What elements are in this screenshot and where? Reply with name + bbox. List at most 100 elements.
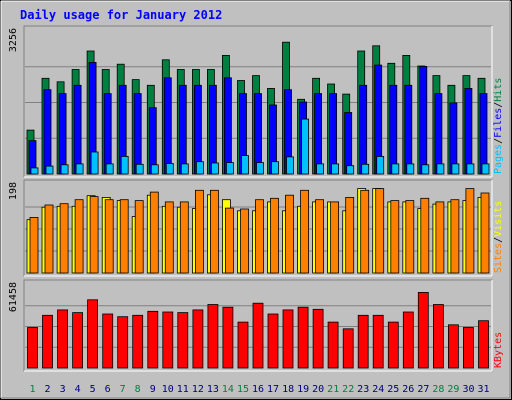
bar-hits-pages-day-19 — [301, 118, 310, 175]
chart-panels: 3256Pages/Files/Hits198Sites/Visits61458… — [8, 25, 504, 372]
bar-visits-sites-day-14 — [224, 207, 234, 274]
day-label-8: 8 — [135, 384, 141, 395]
bar-visits-sites-day-26 — [405, 200, 415, 274]
day-label-18: 18 — [282, 384, 294, 395]
bar-visits-sites-day-6 — [104, 199, 114, 274]
bar-hits-files-day-3 — [58, 93, 67, 175]
day-label-7: 7 — [120, 384, 126, 395]
bar-visits-sites-day-3 — [59, 203, 69, 274]
panel-max-label-hits: 3256 — [8, 28, 19, 52]
bar-hits-pages-day-2 — [45, 165, 54, 175]
bar-hits-pages-day-31 — [481, 163, 490, 175]
bar-hits-pages-day-30 — [466, 163, 475, 175]
bar-hits-pages-day-11 — [180, 163, 189, 175]
bar-hits-files-day-6 — [103, 93, 112, 175]
bar-kbytes-kbytes-day-28 — [432, 304, 444, 369]
bar-visits-sites-day-22 — [345, 196, 355, 274]
bar-hits-files-day-16 — [254, 93, 262, 175]
legend-hits-2: Files — [493, 108, 504, 138]
bar-hits-files-day-11 — [178, 84, 187, 175]
bar-visits-sites-day-10 — [164, 201, 174, 274]
bar-kbytes-kbytes-day-13 — [207, 304, 219, 369]
day-label-12: 12 — [192, 384, 204, 395]
day-label-4: 4 — [75, 384, 81, 395]
day-label-10: 10 — [162, 384, 174, 395]
bar-kbytes-kbytes-day-24 — [372, 314, 384, 369]
bar-hits-files-day-21 — [329, 93, 338, 175]
legend-hits-3: / — [493, 102, 504, 108]
bar-kbytes-kbytes-day-7 — [117, 316, 129, 369]
panel-max-label-visits: 198 — [8, 182, 19, 200]
bar-visits-sites-day-17 — [270, 197, 279, 274]
day-label-24: 24 — [372, 384, 384, 395]
day-label-26: 26 — [402, 384, 414, 395]
bar-kbytes-kbytes-day-6 — [102, 313, 114, 369]
day-label-15: 15 — [237, 384, 249, 395]
day-label-28: 28 — [432, 384, 444, 395]
day-label-17: 17 — [267, 384, 279, 395]
bar-visits-sites-day-28 — [435, 201, 445, 274]
day-label-31: 31 — [477, 384, 489, 395]
bar-hits-pages-day-13 — [210, 162, 219, 175]
day-label-9: 9 — [150, 384, 156, 395]
bar-hits-pages-day-6 — [105, 163, 114, 175]
bar-visits-sites-day-21 — [330, 201, 340, 274]
bar-hits-files-day-13 — [208, 84, 217, 175]
day-label-29: 29 — [447, 384, 459, 395]
legend-visits-0: Sites — [493, 243, 504, 273]
bar-hits-files-day-27 — [419, 66, 428, 175]
bar-kbytes-kbytes-day-14 — [222, 306, 234, 369]
bar-visits-sites-day-24 — [375, 188, 385, 274]
day-label-3: 3 — [60, 384, 66, 395]
day-label-22: 22 — [342, 384, 354, 395]
bar-visits-sites-day-15 — [240, 208, 249, 274]
bar-kbytes-kbytes-day-18 — [282, 309, 294, 369]
bar-kbytes-kbytes-day-5 — [87, 299, 98, 369]
bar-hits-pages-day-24 — [376, 155, 385, 175]
bar-hits-pages-day-4 — [75, 163, 84, 175]
bar-hits-files-day-22 — [344, 112, 353, 175]
bar-hits-pages-day-17 — [271, 161, 279, 175]
day-label-14: 14 — [222, 384, 234, 395]
legend-visits-1: / — [493, 237, 504, 243]
bar-visits-sites-day-19 — [300, 189, 310, 274]
bar-hits-files-day-4 — [73, 84, 82, 175]
bar-visits-sites-day-11 — [179, 201, 189, 274]
bar-hits-files-day-9 — [148, 107, 157, 175]
bar-visits-sites-day-9 — [149, 191, 159, 274]
bar-visits-sites-day-2 — [44, 204, 54, 274]
panel-visits: 198 Sites/Visits — [8, 179, 504, 277]
bar-visits-sites-day-25 — [390, 200, 400, 274]
bar-kbytes-kbytes-day-12 — [192, 309, 204, 369]
bar-visits-sites-day-7 — [119, 199, 129, 274]
day-label-5: 5 — [90, 384, 96, 395]
bar-kbytes-kbytes-day-25 — [387, 321, 399, 369]
bar-kbytes-kbytes-day-27 — [417, 291, 429, 369]
bar-kbytes-kbytes-day-3 — [57, 309, 68, 369]
panel-kbytes: 61458 KBytes — [8, 279, 504, 372]
bar-hits-pages-day-14 — [225, 162, 234, 175]
legend-hits-4: Hits — [493, 78, 504, 102]
legend-hits-1: / — [493, 138, 504, 144]
bar-hits-pages-day-20 — [316, 163, 325, 175]
bar-hits-files-day-26 — [404, 84, 413, 175]
bar-hits-files-day-10 — [163, 77, 172, 175]
panel-hits: 3256 Pages/Files/Hits — [8, 25, 504, 178]
panel-legend-kbytes: KBytes — [493, 332, 504, 368]
bar-hits-pages-day-15 — [241, 155, 249, 175]
bar-hits-files-day-28 — [434, 93, 443, 175]
bar-hits-pages-day-18 — [286, 156, 294, 175]
bar-hits-files-day-25 — [389, 84, 398, 175]
bar-hits-pages-day-5 — [90, 151, 99, 175]
bar-hits-pages-day-10 — [165, 163, 174, 175]
bar-hits-pages-day-21 — [331, 163, 340, 175]
bar-hits-pages-day-25 — [391, 163, 400, 175]
bar-kbytes-kbytes-day-9 — [147, 310, 159, 369]
legend-visits-2: Visits — [493, 201, 504, 237]
day-label-6: 6 — [105, 384, 111, 395]
bar-kbytes-kbytes-day-31 — [478, 320, 489, 369]
bar-visits-sites-day-31 — [480, 192, 490, 274]
panel-legend-hits: Pages/Files/Hits — [493, 78, 504, 174]
bar-hits-files-day-2 — [43, 89, 52, 175]
bar-visits-sites-day-27 — [420, 197, 430, 274]
